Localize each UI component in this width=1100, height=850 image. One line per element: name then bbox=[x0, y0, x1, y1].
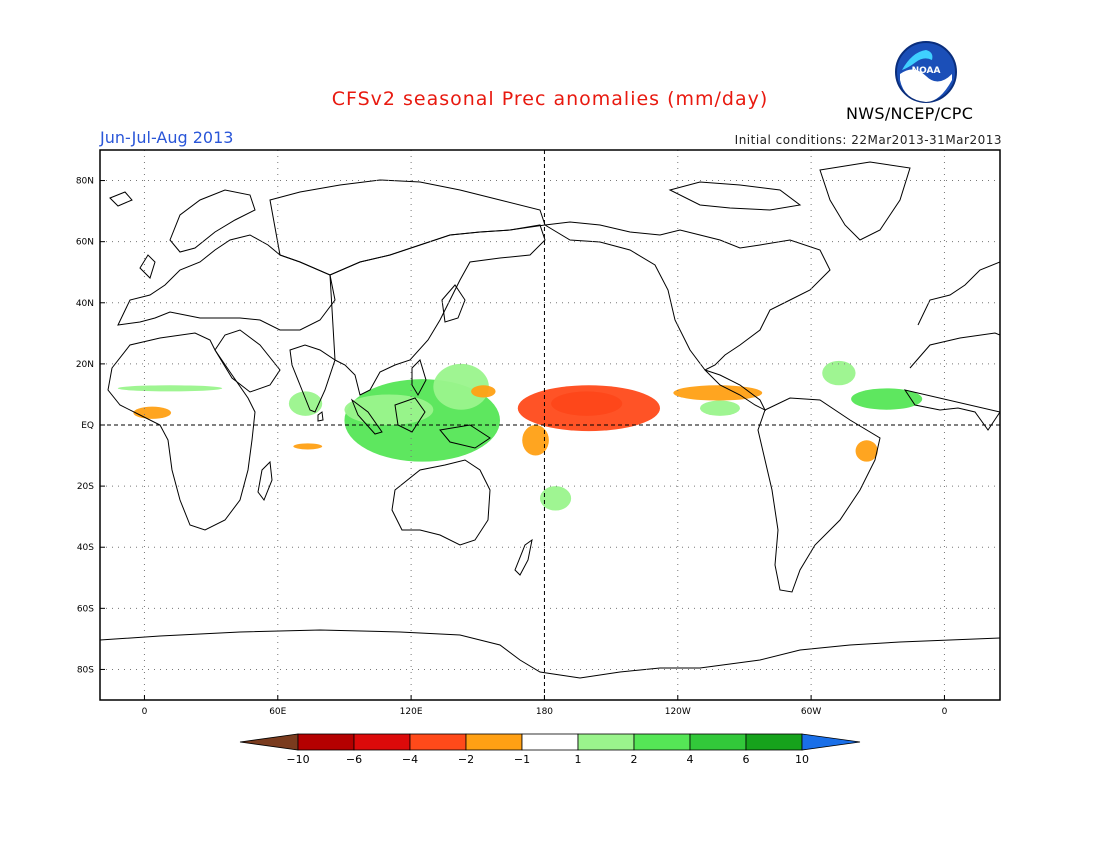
coastline-africa-wrap bbox=[909, 332, 1000, 369]
anomaly-layer bbox=[117, 360, 923, 511]
lon-tick-label: 60W bbox=[801, 707, 821, 717]
colorbar-bin bbox=[745, 733, 803, 751]
lon-tick-label: 120E bbox=[400, 707, 423, 717]
coastline-madagascar bbox=[257, 460, 273, 502]
coastline-sri-lanka bbox=[317, 411, 324, 422]
season-label: Jun-Jul-Aug 2013 bbox=[100, 128, 234, 147]
anomaly-south-indian-dry bbox=[293, 443, 323, 450]
colorbar-tick-label: 1 bbox=[575, 753, 582, 766]
colorbar-bin bbox=[689, 733, 747, 751]
coastline-europe-wrap bbox=[917, 261, 1000, 326]
initial-conditions-label: Initial conditions: 22Mar2013-31Mar2013 bbox=[734, 133, 1002, 147]
colorbar-tick-label: −4 bbox=[402, 753, 418, 766]
lat-tick-label: EQ bbox=[81, 421, 94, 431]
coastline-arctic-islands bbox=[668, 181, 802, 211]
plot-frame bbox=[99, 149, 1001, 701]
colorbar-tick-label: −2 bbox=[458, 753, 474, 766]
coastline-iceland bbox=[109, 191, 133, 207]
anomaly-ne-brazil-dry bbox=[855, 440, 878, 462]
colorbar-tick-label: −10 bbox=[286, 753, 309, 766]
coastline-philippines bbox=[411, 359, 427, 397]
coastline-antarctica bbox=[100, 629, 1000, 679]
colorbar-tick-label: −1 bbox=[514, 753, 530, 766]
lat-tick-label: 20N bbox=[76, 360, 94, 370]
anomaly-east-pacific-dry bbox=[673, 385, 763, 401]
coastline-japan bbox=[441, 284, 466, 323]
coastline-north-america bbox=[543, 221, 831, 371]
anomaly-gulf-of-guinea-dry bbox=[133, 406, 172, 419]
axes-layer: 80N 60N 40N 20N EQ 20S 40S 60S 80S 0 60E 120E 180 120… bbox=[76, 150, 1000, 717]
colorbar-tick-label: −6 bbox=[346, 753, 362, 766]
anomaly-west-pacific-dry-north bbox=[471, 385, 496, 398]
lat-tick-label: 60N bbox=[76, 238, 94, 248]
colorbar-tick-label: 4 bbox=[687, 753, 694, 766]
coastline-south-america bbox=[757, 397, 881, 593]
anomaly-west-africa-wet bbox=[117, 385, 223, 392]
lon-tick-label: 0 bbox=[942, 707, 948, 717]
coastline-british-isles bbox=[139, 254, 156, 279]
coastline-new-guinea bbox=[439, 424, 491, 449]
anomaly-indian-ocean-wet bbox=[288, 391, 323, 416]
coastline-africa-wrap-south bbox=[903, 389, 1000, 431]
coastline-arabia bbox=[214, 329, 281, 393]
coastline-siberia-north bbox=[269, 179, 546, 276]
coastline-europe bbox=[117, 234, 336, 331]
lat-tick-label: 60S bbox=[77, 604, 94, 614]
coastline-india bbox=[289, 344, 336, 413]
lat-tick-label: 40S bbox=[77, 543, 94, 553]
chart-title: CFSv2 seasonal Prec anomalies (mm/day) bbox=[331, 88, 769, 110]
colorbar: −10 −6 −4 −2 −1 1 2 4 6 10 bbox=[239, 733, 861, 766]
anomaly-central-pacific-dry bbox=[517, 385, 661, 432]
coastline-new-zealand bbox=[514, 538, 533, 576]
noaa-logo-text: NOAA bbox=[912, 66, 941, 76]
anomaly-south-pacific-wet bbox=[540, 486, 572, 511]
colorbar-bin bbox=[633, 733, 691, 751]
colorbar-bin bbox=[297, 733, 355, 751]
lat-tick-label: 80N bbox=[76, 177, 94, 187]
coastline-asia bbox=[329, 224, 546, 396]
lon-tick-label: 60E bbox=[269, 707, 286, 717]
colorbar-bin bbox=[577, 733, 635, 751]
anomaly-central-pacific-dry-south bbox=[522, 425, 549, 456]
colorbar-bin bbox=[239, 733, 299, 751]
coastline-africa bbox=[107, 332, 256, 531]
anomaly-east-pacific-wet bbox=[700, 400, 740, 416]
colorbar-bin bbox=[409, 733, 467, 751]
colorbar-bin bbox=[801, 733, 861, 751]
lat-tick-label: 40N bbox=[76, 299, 94, 309]
coastline-layer bbox=[100, 161, 1000, 679]
lon-tick-label: 0 bbox=[142, 707, 148, 717]
coastline-australia bbox=[391, 459, 491, 546]
anomaly-west-pacific-wet-north bbox=[433, 363, 489, 410]
colorbar-bin bbox=[521, 733, 579, 751]
lat-tick-label: 20S bbox=[77, 482, 94, 492]
colorbar-tick-label: 6 bbox=[743, 753, 750, 766]
coastline-sumatra bbox=[350, 398, 383, 435]
agency-label: NWS/NCEP/CPC bbox=[846, 104, 974, 123]
coastline-borneo bbox=[394, 397, 426, 433]
colorbar-bin bbox=[465, 733, 523, 751]
lat-tick-label: 80S bbox=[77, 665, 94, 675]
lon-tick-label: 180 bbox=[536, 707, 553, 717]
anomaly-tropical-atlantic-wet bbox=[851, 388, 923, 410]
colorbar-bin bbox=[353, 733, 411, 751]
coastline-scandinavia bbox=[169, 189, 256, 253]
coastline-greenland bbox=[819, 161, 911, 241]
noaa-logo: NOAA bbox=[894, 40, 958, 104]
colorbar-tick-label: 2 bbox=[631, 753, 638, 766]
colorbar-tick-label: 10 bbox=[795, 753, 809, 766]
anomaly-caribbean-wet bbox=[822, 360, 856, 386]
lon-tick-label: 120W bbox=[665, 707, 691, 717]
